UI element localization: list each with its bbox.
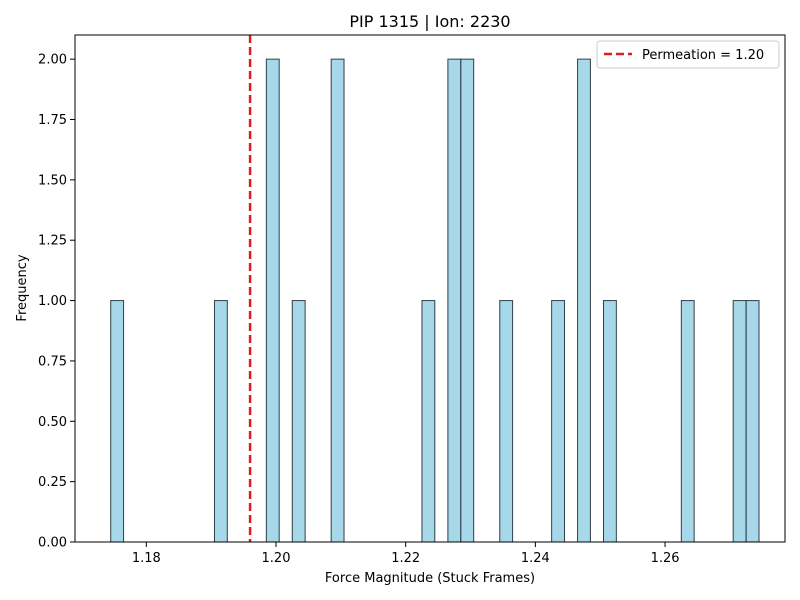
histogram-bar [330, 58, 345, 543]
y-tick-label: 0.00 [38, 536, 67, 551]
x-axis-ticks: 1.18 1.20 1.22 1.24 1.26 [132, 542, 680, 566]
legend-box [596, 40, 780, 69]
histogram-bar [213, 300, 228, 543]
x-tick-label: 1.26 [651, 551, 680, 566]
histogram-bar [447, 58, 462, 543]
histogram-bar [291, 300, 306, 543]
histogram-bar [680, 300, 695, 543]
y-tick-label: 1.75 [38, 113, 67, 128]
y-tick-label: 0.75 [38, 354, 67, 369]
y-tick-label: 0.25 [38, 475, 67, 490]
y-axis-ticks: 0.00 0.25 0.50 0.75 1.00 1.25 1.50 1.75 2.00 [38, 53, 75, 551]
histogram-bar [577, 58, 591, 543]
histogram-bar [421, 300, 436, 543]
legend-label: Permeation = 1.20 [642, 48, 764, 63]
y-tick-label: 0.50 [38, 415, 67, 430]
y-tick-label: 1.50 [38, 173, 67, 188]
y-axis-label: Frequency [15, 254, 30, 321]
histogram-bar [745, 300, 760, 543]
y-tick-label: 1.25 [38, 234, 67, 249]
histogram-bar [265, 58, 280, 543]
histogram-bar [732, 300, 747, 543]
histogram-bar [460, 58, 475, 543]
histogram-bar [603, 300, 617, 543]
x-tick-label: 1.22 [391, 551, 420, 566]
chart-title: PIP 1315 | Ion: 2230 [349, 12, 510, 31]
x-tick-label: 1.20 [262, 551, 291, 566]
plot-frame [74, 34, 786, 543]
y-tick-label: 1.00 [38, 294, 67, 309]
histogram-bar [551, 300, 565, 543]
y-tick-label: 2.00 [38, 53, 67, 68]
legend: Permeation = 1.20 [596, 40, 780, 69]
x-tick-label: 1.18 [132, 551, 161, 566]
histogram-bar [110, 300, 125, 543]
x-axis-label: Force Magnitude (Stuck Frames) [325, 571, 535, 586]
histogram-bar [499, 300, 514, 543]
histogram-bars [110, 58, 760, 543]
x-tick-label: 1.24 [521, 551, 550, 566]
